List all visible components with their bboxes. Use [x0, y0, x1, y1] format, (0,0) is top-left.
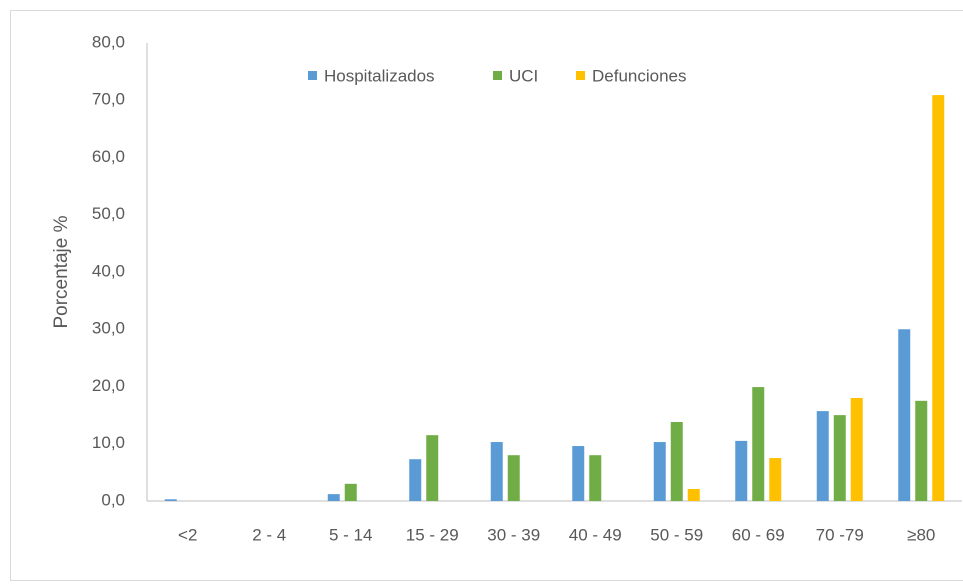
bar — [915, 400, 928, 501]
bar — [816, 411, 829, 501]
y-axis-title: Porcentaje % — [51, 215, 72, 328]
x-tick-label: 40 - 49 — [569, 525, 622, 544]
bar — [670, 421, 683, 501]
bar — [850, 397, 863, 501]
y-tick-label: 60,0 — [92, 147, 125, 166]
y-tick-label: 50,0 — [92, 204, 125, 223]
bar — [572, 446, 585, 501]
x-tick-label: 60 - 69 — [732, 525, 785, 544]
y-tick-label: 20,0 — [92, 376, 125, 395]
legend-swatch — [308, 71, 317, 80]
bar — [735, 440, 748, 501]
x-tick-label: <2 — [178, 525, 197, 544]
bar — [409, 459, 422, 501]
bar — [653, 442, 666, 501]
y-tick-label: 40,0 — [92, 261, 125, 280]
legend-label: Hospitalizados — [324, 66, 435, 85]
bar — [589, 455, 602, 501]
bar — [507, 455, 520, 501]
bar — [164, 499, 177, 501]
x-tick-label: 70 -79 — [816, 525, 864, 544]
legend-label: Defunciones — [592, 66, 687, 85]
x-tick-label: 5 - 14 — [329, 525, 372, 544]
y-tick-label: 0,0 — [101, 490, 125, 509]
bar — [769, 458, 782, 501]
y-tick-label: 80,0 — [92, 32, 125, 51]
bar — [898, 329, 911, 501]
bar — [327, 494, 340, 501]
legend-swatch — [576, 71, 585, 80]
x-tick-label: 15 - 29 — [406, 525, 459, 544]
y-tick-label: 30,0 — [92, 319, 125, 338]
x-tick-label: 30 - 39 — [487, 525, 540, 544]
legend-swatch — [493, 71, 502, 80]
x-tick-label: ≥80 — [907, 525, 935, 544]
bar — [490, 442, 503, 501]
bar — [833, 415, 846, 501]
bar — [426, 435, 439, 501]
bar — [932, 95, 945, 501]
y-tick-label: 10,0 — [92, 433, 125, 452]
bar — [752, 387, 765, 501]
x-tick-label: 50 - 59 — [650, 525, 703, 544]
y-tick-label: 70,0 — [92, 90, 125, 109]
bar — [344, 483, 357, 501]
legend-label: UCI — [509, 66, 538, 85]
bar — [687, 488, 700, 501]
chart-frame — [10, 10, 963, 581]
x-tick-label: 2 - 4 — [252, 525, 286, 544]
